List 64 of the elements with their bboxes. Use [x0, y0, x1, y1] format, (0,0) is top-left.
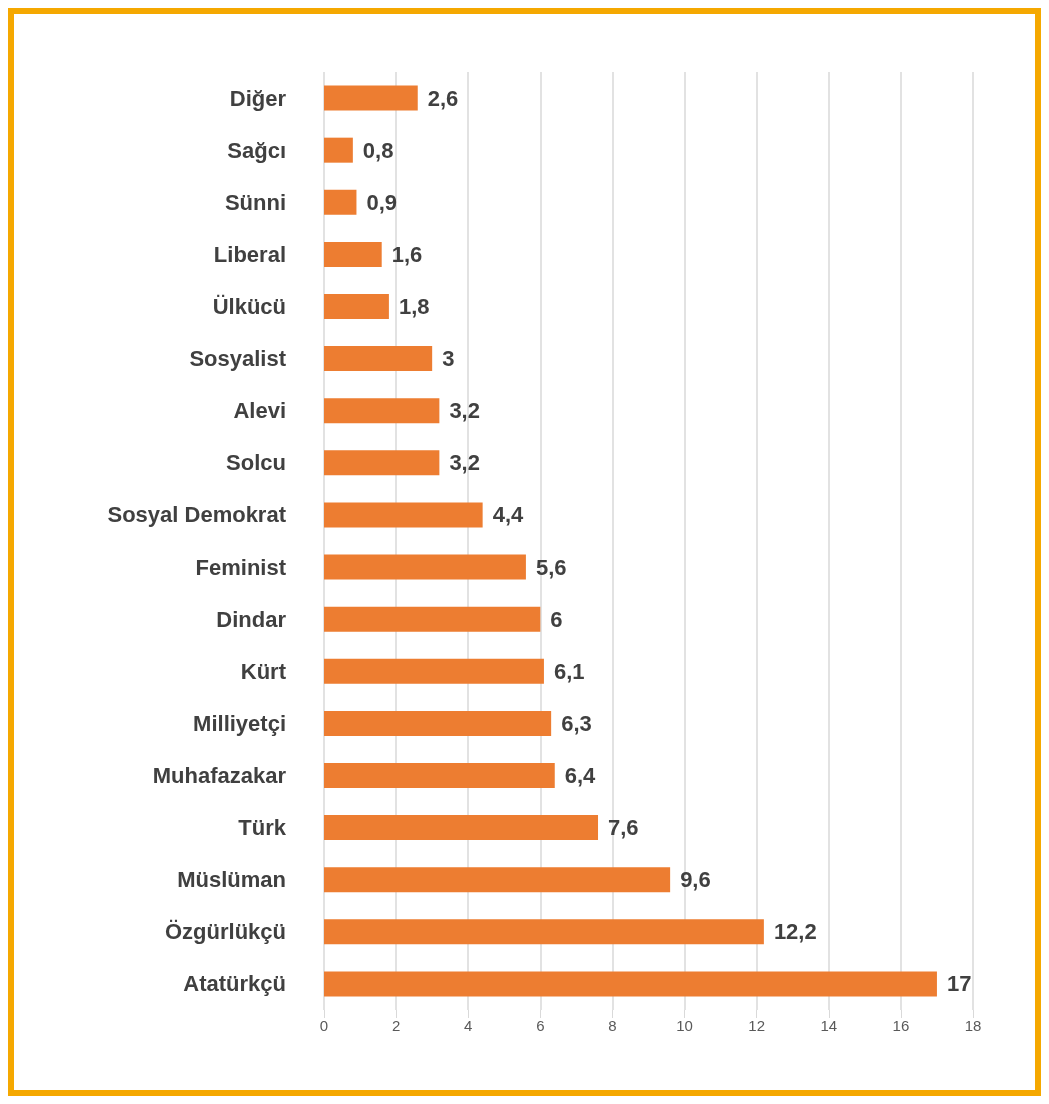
x-tick-label: 10	[676, 1017, 693, 1034]
y-tick-label: Sosyal Demokrat	[107, 502, 287, 528]
x-tick-label: 18	[964, 1017, 982, 1034]
bar	[324, 710, 552, 736]
bar	[324, 346, 433, 372]
data-label: 0,8	[362, 137, 394, 163]
data-label: 4,4	[492, 502, 524, 528]
x-tick-label: 8	[608, 1017, 617, 1034]
x-tick-label: 16	[892, 1017, 910, 1034]
x-tick-label: 4	[464, 1017, 473, 1034]
data-label: 12,2	[773, 919, 817, 945]
data-label: 6	[550, 606, 563, 632]
x-tick-label: 6	[536, 1017, 545, 1034]
data-label: 3,2	[449, 450, 480, 476]
y-tick-label: Diğer	[229, 85, 287, 111]
y-tick-label: Sosyalist	[189, 346, 287, 372]
y-tick-label: Dindar	[216, 606, 287, 632]
data-label: 1,8	[398, 294, 430, 319]
y-tick-label: Ülkücü	[212, 294, 286, 319]
data-label: 5,6	[535, 554, 567, 580]
y-tick-label: Solcu	[226, 450, 286, 476]
data-label: 7,6	[608, 815, 639, 841]
bar	[324, 867, 671, 893]
bar	[324, 398, 440, 424]
data-label: 0,9	[366, 189, 398, 215]
data-label: 6,3	[561, 710, 592, 736]
y-tick-label: Atatürkçü	[183, 971, 286, 997]
y-tick-label: Feminist	[195, 554, 287, 580]
bar	[324, 971, 937, 997]
x-tick-label: 12	[748, 1017, 766, 1034]
y-tick-label: Alevi	[233, 398, 286, 424]
bar	[324, 919, 764, 945]
data-label: 9,6	[680, 867, 711, 893]
x-tick-label: 14	[820, 1017, 838, 1034]
data-label: 3	[442, 346, 455, 372]
bar	[324, 606, 541, 632]
bar	[324, 189, 357, 215]
bar	[324, 85, 418, 111]
bar	[324, 450, 440, 476]
bar	[324, 502, 483, 528]
y-tick-label: Türk	[238, 815, 287, 841]
bar	[324, 762, 555, 789]
x-tick-label: 0	[319, 1017, 329, 1034]
y-tick-label: Liberal	[213, 241, 286, 267]
bar	[324, 658, 544, 684]
data-label: 3,2	[449, 398, 480, 424]
bar	[324, 293, 389, 320]
y-tick-label: Müslüman	[177, 867, 286, 893]
data-label: 2,6	[427, 85, 459, 111]
y-tick-label: Özgürlükçü	[164, 919, 286, 945]
data-label: 6,1	[553, 658, 585, 684]
y-tick-label: Kürt	[240, 658, 287, 684]
bar	[324, 137, 353, 163]
data-label: 17	[946, 971, 972, 997]
y-tick-label: Sağcı	[227, 137, 286, 163]
bar	[324, 241, 382, 267]
y-tick-label: Muhafazakar	[152, 763, 287, 788]
bar	[324, 554, 526, 580]
y-tick-label: Sünni	[224, 189, 286, 215]
x-tick-label: 2	[391, 1017, 401, 1034]
bar	[324, 815, 599, 841]
y-tick-label: Milliyetçi	[193, 710, 286, 736]
data-label: 6,4	[564, 763, 597, 788]
data-label: 1,6	[391, 241, 423, 267]
